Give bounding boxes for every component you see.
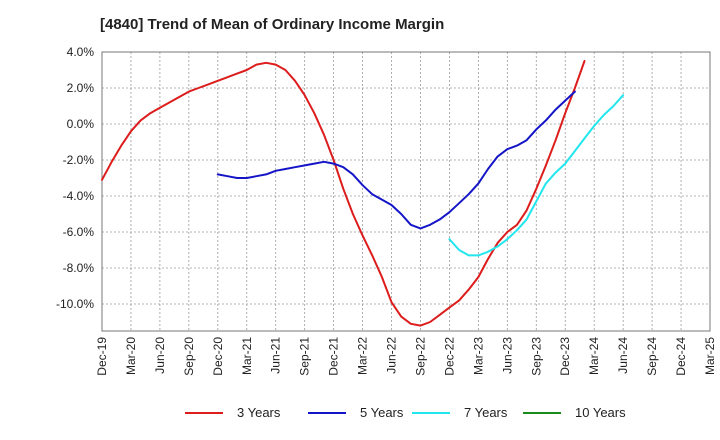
y-tick-label: -4.0% bbox=[63, 189, 95, 203]
y-tick-label: 2.0% bbox=[67, 81, 95, 95]
legend-swatch bbox=[412, 411, 450, 414]
x-tick-label: Dec-21 bbox=[327, 337, 341, 376]
legend-item: 7 Years bbox=[412, 405, 507, 420]
legend-item: 5 Years bbox=[308, 405, 403, 420]
x-tick-label: Dec-20 bbox=[211, 337, 225, 376]
x-tick-label: Jun-22 bbox=[385, 337, 399, 374]
series-line-7-years bbox=[448, 94, 625, 257]
legend: 3 Years 5 Years 7 Years 10 Years bbox=[0, 405, 720, 425]
x-tick-label: Dec-22 bbox=[442, 337, 456, 376]
x-tick-label: Dec-23 bbox=[558, 337, 572, 376]
x-tick-label: Mar-22 bbox=[356, 337, 370, 375]
x-tick-label: Dec-19 bbox=[95, 337, 109, 376]
legend-item: 3 Years bbox=[185, 405, 280, 420]
y-tick-label: -2.0% bbox=[63, 153, 95, 167]
x-tick-label: Mar-20 bbox=[124, 337, 138, 375]
chart-title: [4840] Trend of Mean of Ordinary Income … bbox=[100, 16, 445, 33]
series-lines bbox=[101, 60, 625, 327]
y-tick-label: -8.0% bbox=[63, 261, 95, 275]
legend-label: 10 Years bbox=[575, 405, 626, 420]
grid-lines bbox=[102, 51, 710, 331]
x-tick-label: Sep-24 bbox=[645, 337, 659, 376]
x-tick-label: Mar-21 bbox=[240, 337, 254, 375]
series-line-5-years bbox=[216, 90, 576, 230]
x-tick-label: Jun-21 bbox=[269, 337, 283, 374]
x-tick-label: Sep-23 bbox=[529, 337, 543, 376]
series-line-3-years bbox=[101, 60, 586, 327]
x-tick-label: Jun-23 bbox=[500, 337, 514, 374]
line-chart: Dec-19 Mar-20 Jun-20 Sep-20 Dec-20 Mar-21 Jun-… bbox=[56, 45, 717, 376]
legend-label: 5 Years bbox=[360, 405, 404, 420]
y-tick-label: -6.0% bbox=[63, 225, 95, 239]
y-tick-label: -10.0% bbox=[56, 297, 94, 311]
x-tick-label: Sep-20 bbox=[182, 337, 196, 376]
y-tick-label: 0.0% bbox=[67, 117, 95, 131]
legend-item: 10 Years bbox=[523, 405, 626, 420]
x-tick-label: Mar-23 bbox=[471, 337, 485, 375]
plot-area-frame bbox=[101, 51, 711, 332]
x-tick-label: Sep-21 bbox=[298, 337, 312, 376]
legend-label: 3 Years bbox=[237, 405, 281, 420]
legend-label: 7 Years bbox=[464, 405, 508, 420]
y-tick-label: 4.0% bbox=[67, 45, 95, 59]
x-tick-label: Mar-25 bbox=[703, 337, 717, 375]
x-tick-label: Sep-22 bbox=[413, 337, 427, 376]
x-tick-label: Jun-20 bbox=[153, 337, 167, 374]
legend-swatch bbox=[523, 411, 561, 414]
axis-labels: Dec-19 Mar-20 Jun-20 Sep-20 Dec-20 Mar-21 Jun-… bbox=[56, 45, 717, 376]
legend-swatch bbox=[308, 411, 346, 414]
x-tick-label: Mar-24 bbox=[587, 337, 601, 375]
x-tick-label: Dec-24 bbox=[674, 337, 688, 376]
x-tick-label: Jun-24 bbox=[616, 337, 630, 374]
legend-swatch bbox=[185, 411, 223, 414]
